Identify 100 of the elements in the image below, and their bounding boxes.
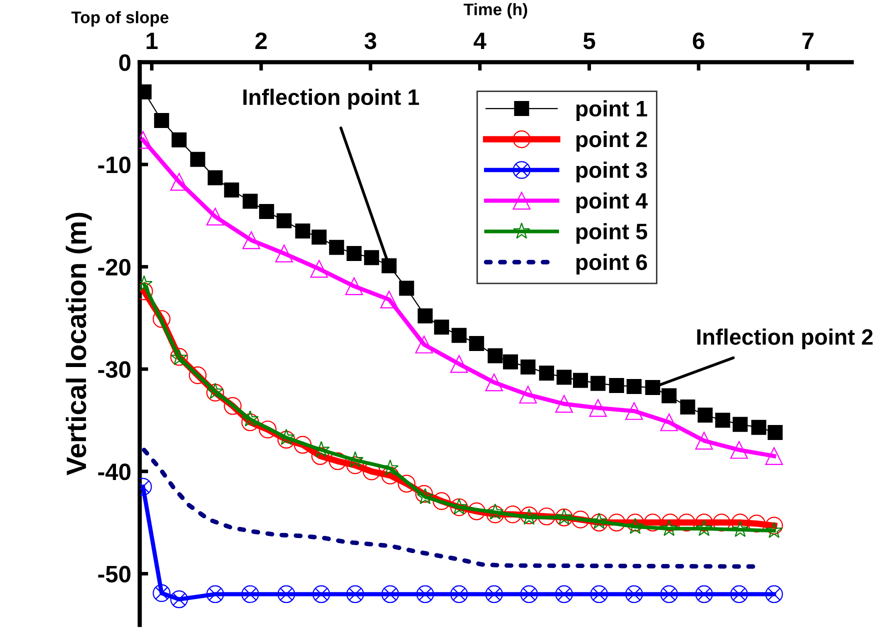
point [626, 518, 644, 534]
text: Top of slope [71, 11, 168, 27]
point [695, 432, 713, 450]
x-tick-label: 2 [255, 32, 267, 49]
point [502, 354, 518, 370]
y-tick-label: -50 [98, 566, 130, 582]
point [765, 447, 783, 465]
point [520, 360, 536, 375]
point [625, 402, 643, 420]
point [765, 516, 783, 535]
point [277, 585, 296, 604]
point [312, 230, 327, 245]
y-tick-label: 0 [119, 54, 130, 71]
point [645, 380, 660, 396]
point [170, 590, 188, 608]
point [660, 413, 678, 432]
point [732, 520, 749, 538]
point [766, 522, 783, 538]
y-axis-title: Vertical location (m) [66, 212, 92, 476]
point [259, 204, 274, 220]
point [381, 585, 400, 604]
point [170, 172, 188, 191]
point [152, 310, 170, 328]
point [416, 585, 434, 604]
point [294, 436, 312, 454]
point [188, 366, 207, 384]
annotation: Inflection point 2 [697, 328, 873, 350]
point [364, 250, 380, 266]
point [346, 456, 364, 474]
point [452, 328, 467, 343]
point [450, 585, 468, 604]
point [486, 503, 504, 520]
point [399, 280, 414, 296]
point [206, 384, 224, 402]
point [242, 410, 259, 427]
point [768, 425, 783, 440]
point [242, 194, 258, 209]
point [695, 585, 713, 604]
point [345, 277, 363, 296]
legend-label: point 2 [576, 130, 647, 152]
point [730, 585, 748, 604]
point [625, 585, 643, 604]
point [418, 308, 433, 324]
point [432, 492, 450, 510]
point [626, 378, 642, 394]
point [224, 182, 240, 198]
point [380, 290, 398, 308]
point [660, 520, 678, 536]
y-tick-label: -30 [98, 361, 130, 378]
point [504, 505, 522, 524]
x-tick-label: 5 [583, 32, 596, 50]
point [661, 514, 680, 532]
y-tick-label: -20 [98, 258, 130, 276]
point [206, 382, 224, 399]
point [469, 336, 484, 352]
point [556, 370, 572, 385]
point [696, 520, 713, 536]
point [381, 466, 400, 484]
point [346, 585, 364, 604]
point [488, 348, 503, 364]
annotation: Inflection point 1 [243, 88, 420, 110]
x-tick-label: 4 [474, 32, 486, 49]
point [485, 374, 503, 392]
x-tick-label: 7 [802, 32, 814, 49]
point [590, 376, 606, 391]
point [398, 474, 416, 493]
point [276, 213, 292, 228]
point [609, 378, 624, 393]
point [468, 502, 486, 520]
point [416, 488, 434, 504]
point [572, 510, 590, 528]
point [751, 420, 766, 435]
y-tick-label: -10 [98, 156, 130, 174]
point [328, 452, 347, 470]
legend-label: point 3 [576, 162, 647, 182]
point [346, 246, 362, 261]
point [208, 170, 223, 186]
point [241, 413, 260, 432]
point [680, 399, 696, 414]
point [748, 514, 766, 532]
point [715, 412, 730, 428]
point [258, 420, 277, 438]
x-axis-title: Time (h) [464, 3, 528, 19]
point [295, 223, 310, 238]
point [224, 397, 242, 415]
point [660, 585, 678, 604]
point [662, 388, 677, 404]
point [590, 585, 608, 604]
point [382, 258, 397, 274]
point [242, 231, 260, 250]
point [712, 514, 730, 532]
point [730, 441, 748, 459]
point [555, 394, 573, 413]
legend-label: point 6 [576, 254, 647, 275]
point [277, 430, 296, 449]
point [520, 585, 538, 604]
point [275, 244, 293, 262]
point [485, 585, 503, 604]
point [765, 585, 783, 604]
point [415, 336, 433, 354]
